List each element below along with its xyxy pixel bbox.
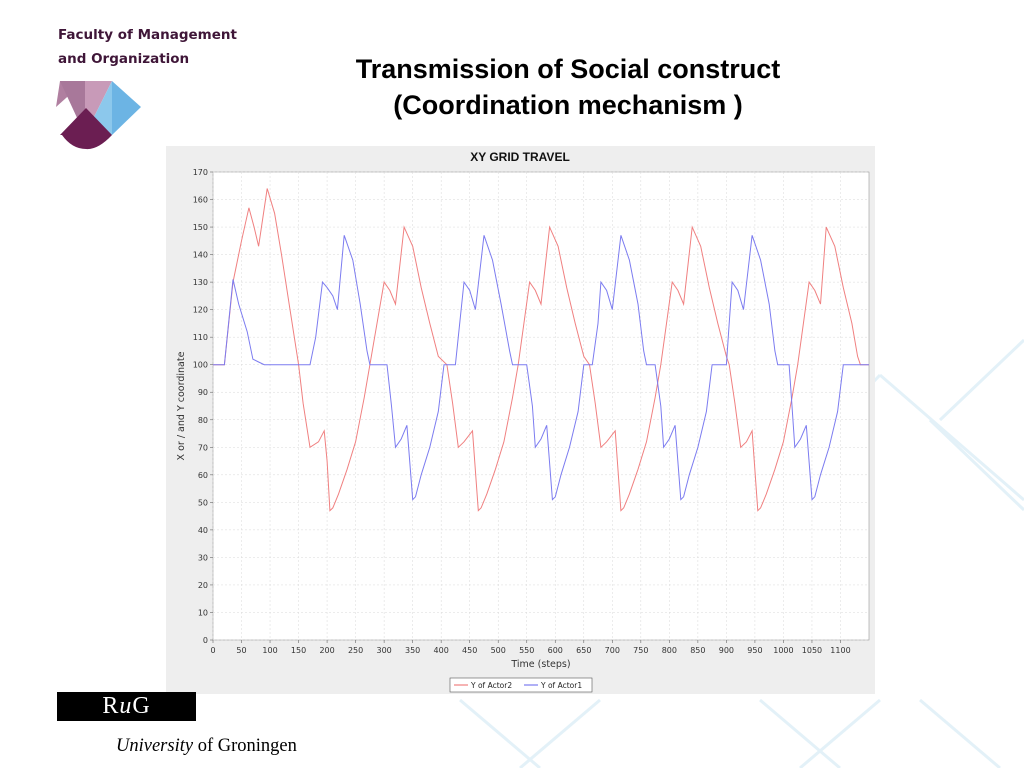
y-tick-label: 20: [198, 581, 208, 590]
slide-title-line1: Transmission of Social construct: [355, 54, 781, 84]
y-tick-label: 100: [193, 361, 208, 370]
chart-title: XY GRID TRAVEL: [470, 150, 570, 164]
y-tick-label: 120: [193, 306, 208, 315]
faculty-mark-icon: [56, 81, 141, 150]
x-tick-label: 50: [236, 646, 246, 655]
x-tick-label: 900: [719, 646, 734, 655]
y-tick-label: 140: [193, 251, 208, 260]
x-tick-label: 750: [633, 646, 648, 655]
series-layer: [213, 188, 869, 512]
x-tick-label: 250: [348, 646, 363, 655]
y-tick-label: 60: [198, 471, 208, 480]
rug-logo-r: R: [102, 693, 120, 719]
x-tick-label: 300: [376, 646, 391, 655]
y-tick-label: 80: [198, 416, 208, 425]
plot-area: [212, 171, 870, 641]
university-word: University: [116, 736, 194, 756]
x-tick-label: 400: [434, 646, 449, 655]
y-axis-label: X or / and Y coordinate: [176, 351, 187, 460]
legend-label: Y of Actor1: [540, 681, 582, 690]
x-tick-label: 1000: [773, 646, 793, 655]
x-tick-label: 1050: [802, 646, 822, 655]
x-tick-label: 800: [662, 646, 677, 655]
rug-logo-u: u: [119, 693, 133, 719]
y-tick-label: 30: [198, 553, 208, 562]
rug-logo: RuG: [57, 692, 196, 721]
chart-panel: XY GRID TRAVEL 0 50 100 150 200 250 300 350 400 4…: [166, 146, 875, 694]
x-tick-label: 850: [690, 646, 705, 655]
university-name: University of Groningen: [116, 736, 297, 757]
chart-legend: Y of Actor2 Y of Actor1: [449, 677, 593, 693]
x-tick-label: 650: [576, 646, 591, 655]
x-tick-label: 0: [210, 646, 215, 655]
x-tick-label: 500: [491, 646, 506, 655]
axis-layer: 0 50 100 150 200 250 300 350 400 450 500 550 600 650 7…: [193, 168, 851, 655]
legend-box: [449, 677, 593, 693]
x-tick-label: 950: [747, 646, 762, 655]
y-tick-label: 70: [198, 443, 208, 452]
y-tick-label: 130: [193, 278, 208, 287]
faculty-name-line2: and Organization: [58, 51, 190, 67]
x-tick-label: 200: [319, 646, 334, 655]
x-tick-label: 100: [262, 646, 277, 655]
university-rest: of Groningen: [193, 736, 297, 756]
x-tick-label: 150: [291, 646, 306, 655]
slide-title-line2: (Coordination mechanism ): [393, 90, 743, 120]
faculty-logo: Faculty of Management and Organization: [56, 24, 256, 154]
x-tick-label: 450: [462, 646, 477, 655]
y-tick-label: 0: [203, 636, 208, 645]
x-tick-label: 350: [405, 646, 420, 655]
grid-layer: [212, 171, 869, 641]
x-tick-label: 550: [519, 646, 534, 655]
series-line-actor1: [213, 235, 869, 501]
y-tick-label: 150: [193, 223, 208, 232]
rug-logo-g: G: [132, 693, 151, 719]
y-tick-label: 90: [198, 388, 208, 397]
x-tick-label: 600: [548, 646, 563, 655]
x-tick-label: 1100: [830, 646, 850, 655]
legend-label: Y of Actor2: [470, 681, 512, 690]
y-tick-label: 50: [198, 498, 208, 507]
x-tick-label: 700: [605, 646, 620, 655]
series-line-actor2: [213, 188, 869, 512]
y-tick-label: 10: [198, 608, 208, 617]
y-tick-label: 160: [193, 196, 208, 205]
y-tick-label: 40: [198, 526, 208, 535]
xy-grid-travel-chart: XY GRID TRAVEL 0 50 100 150 200 250 300 350 400 4…: [176, 150, 870, 693]
y-tick-label: 170: [193, 168, 208, 177]
faculty-name-line1: Faculty of Management: [58, 27, 237, 43]
x-axis-label: Time (steps): [510, 659, 570, 670]
y-tick-label: 110: [193, 333, 208, 342]
